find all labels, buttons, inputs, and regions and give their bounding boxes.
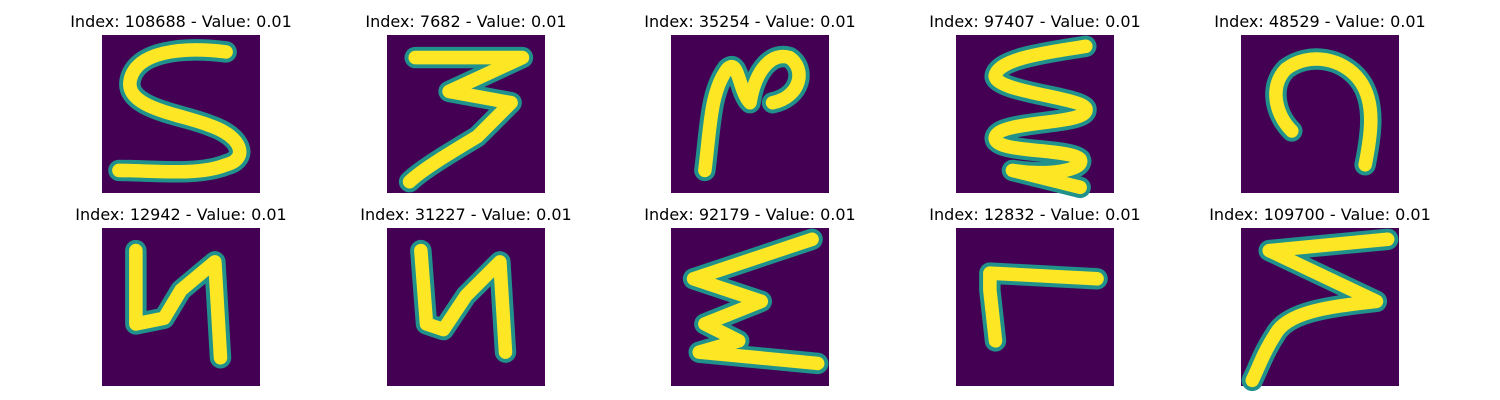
glyph-stroke <box>1245 232 1395 388</box>
tile-title: Index: 97407 - Value: 0.01 <box>929 12 1140 31</box>
tile-title: Index: 35254 - Value: 0.01 <box>644 12 855 31</box>
tile-title: Index: 48529 - Value: 0.01 <box>1214 12 1425 31</box>
tile-title: Index: 7682 - Value: 0.01 <box>365 12 566 31</box>
glyph-stroke <box>983 266 1104 348</box>
tile-title: Index: 12832 - Value: 0.01 <box>929 205 1140 224</box>
image-background <box>956 228 1114 386</box>
glyph-stroke <box>1269 52 1378 172</box>
glyph-stroke <box>988 39 1093 195</box>
glyph-image-tile <box>102 228 260 386</box>
glyph-image-tile <box>387 35 545 193</box>
glyph-image-tile <box>671 35 829 193</box>
tile-title: Index: 31227 - Value: 0.01 <box>360 205 571 224</box>
glyph-stroke <box>686 232 825 371</box>
glyph-image-tile <box>1241 228 1399 392</box>
glyph-image-tile <box>671 228 829 386</box>
glyph-image-tile <box>387 228 545 386</box>
glyph-stroke <box>112 43 247 179</box>
glyph-stroke <box>129 243 228 365</box>
glyph-image-tile <box>1241 35 1399 193</box>
glyph-image-tile <box>956 35 1114 199</box>
tile-title: Index: 109700 - Value: 0.01 <box>1209 205 1431 224</box>
glyph-image-tile <box>956 228 1114 386</box>
glyph-stroke <box>414 243 513 359</box>
tile-title: Index: 92179 - Value: 0.01 <box>644 205 855 224</box>
glyph-stroke <box>698 49 806 178</box>
glyph-stroke <box>402 50 530 189</box>
tile-title: Index: 108688 - Value: 0.01 <box>70 12 292 31</box>
glyph-image-tile <box>102 35 260 193</box>
tile-title: Index: 12942 - Value: 0.01 <box>75 205 286 224</box>
